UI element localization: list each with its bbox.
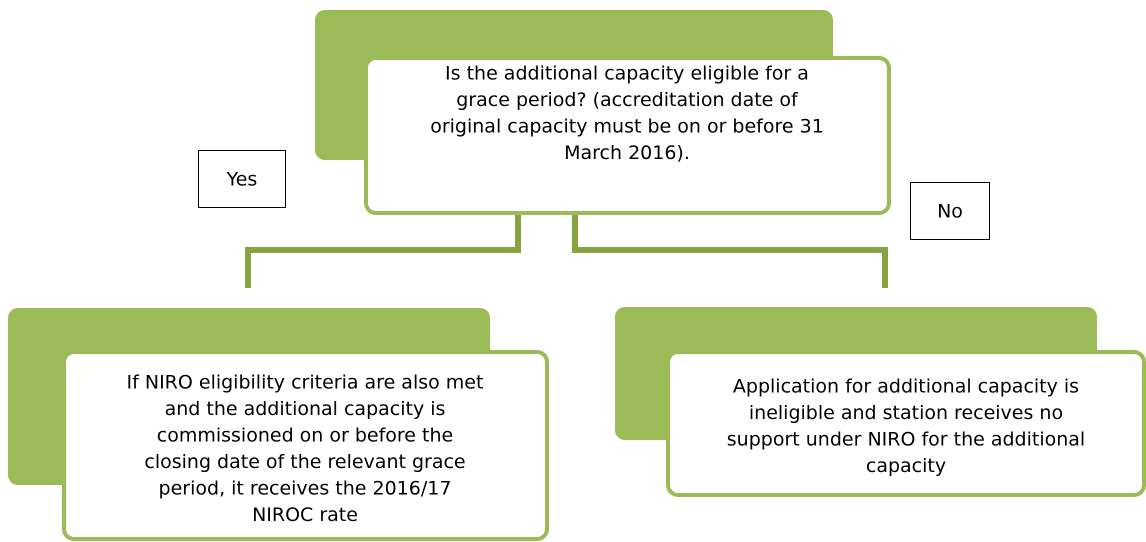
- connectors: [245, 214, 888, 288]
- node-box: [62, 350, 549, 541]
- edge-label-box: [198, 150, 286, 208]
- node-box: [364, 56, 891, 215]
- node-label-line: ineligible and station receives no: [749, 402, 1063, 424]
- node-label-line: Is the additional capacity eligible for …: [445, 63, 809, 85]
- node-labels: Is the additional capacity eligible for …: [127, 63, 1086, 527]
- node-label-line: grace period? (accreditation date of: [456, 89, 799, 111]
- node-label-line: If NIRO eligibility criteria are also me…: [127, 372, 484, 394]
- edge-label: Yes: [226, 169, 258, 191]
- edge-label: No: [937, 201, 963, 223]
- connector-yes: [245, 214, 521, 288]
- node-label-line: capacity: [866, 455, 946, 477]
- node-label-line: Application for additional capacity is: [733, 376, 1079, 398]
- node-box: [666, 350, 1146, 497]
- edge-label-box: [910, 182, 990, 240]
- node-label-line: period, it receives the 2016/17: [159, 478, 452, 500]
- node-label-line: closing date of the relevant grace: [144, 451, 465, 473]
- node-label-line: original capacity must be on or before 3…: [430, 116, 824, 138]
- node-label-line: commissioned on or before the: [157, 425, 453, 447]
- node-label-line: March 2016).: [564, 142, 690, 164]
- node-label-line: NIROC rate: [252, 504, 358, 526]
- node-label-line: support under NIRO for the additional: [727, 429, 1085, 451]
- node-label-line: and the additional capacity is: [165, 398, 446, 420]
- connector-no: [572, 214, 888, 288]
